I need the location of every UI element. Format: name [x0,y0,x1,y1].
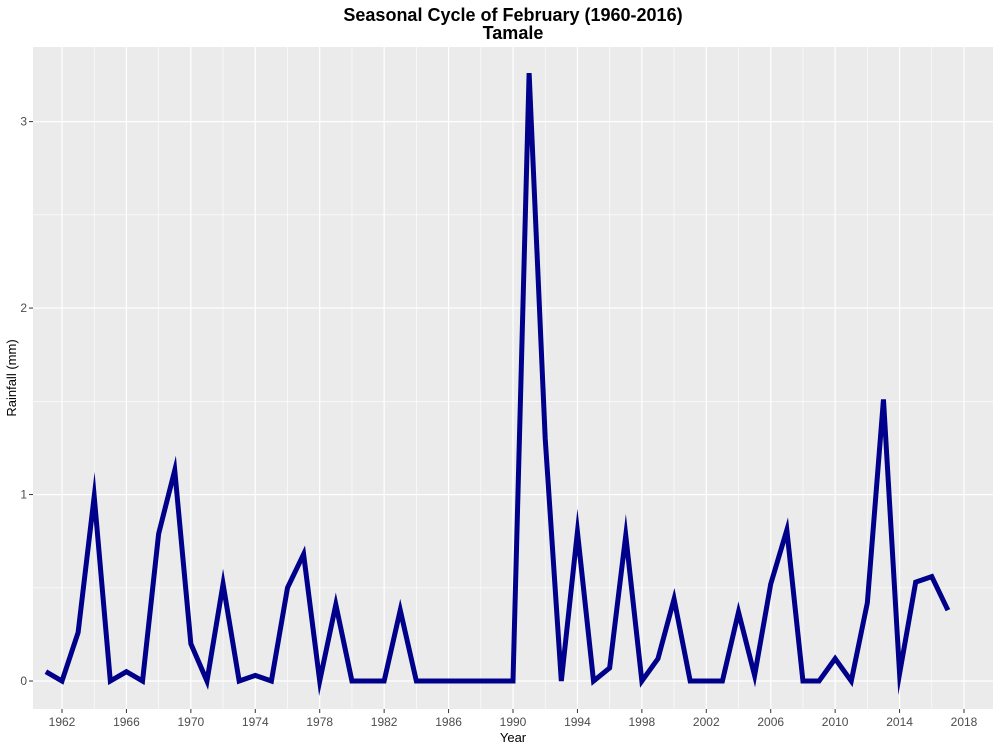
data-point [851,681,852,682]
y-axis-ticks: 0 1 2 3 [20,115,33,688]
chart-subtitle: Tamale [483,23,544,43]
x-tick-label: 1970 [178,715,205,729]
data-point [545,438,546,439]
data-point [110,681,111,682]
x-tick-label: 1986 [435,715,462,729]
x-tick-label: 2018 [951,715,978,729]
data-point [802,681,803,682]
x-tick-label: 1974 [242,715,269,729]
y-tick-label: 2 [20,301,27,315]
y-tick-label: 1 [20,488,27,502]
data-point [94,496,95,497]
data-point [271,681,272,682]
major-gridlines [33,47,993,709]
data-point [206,681,207,682]
x-tick-label: 1998 [629,715,656,729]
x-tick-label: 1962 [49,715,76,729]
x-axis-title: Year [500,730,527,745]
data-point [931,576,932,577]
data-point [641,681,642,682]
x-tick-label: 2010 [822,715,849,729]
x-tick-label: 1966 [113,715,140,729]
data-point [754,675,755,676]
data-point [351,681,352,682]
data-point [78,632,79,633]
data-point [126,671,127,672]
data-point [513,681,514,682]
data-point [255,675,256,676]
data-point [577,531,578,532]
data-point [706,681,707,682]
data-point [448,681,449,682]
data-point [674,598,675,599]
data-point [867,602,868,603]
data-point [770,584,771,585]
data-point [738,612,739,613]
minor-gridlines [33,47,993,709]
x-tick-label: 2002 [693,715,720,729]
data-point [786,529,787,530]
x-tick-label: 1978 [306,715,333,729]
data-point [899,673,900,674]
data-point [464,681,465,682]
data-point [223,584,224,585]
x-tick-label: 2006 [757,715,784,729]
data-point [319,681,320,682]
data-point [561,681,562,682]
data-point [593,681,594,682]
data-point [819,681,820,682]
y-axis-title: Rainfall (mm) [4,339,19,416]
data-point [432,681,433,682]
data-point [158,533,159,534]
data-point [190,643,191,644]
data-point [722,681,723,682]
data-point [883,399,884,400]
x-axis-ticks: 1962 1966 1970 1974 1978 1982 1986 1990 1994 1998… [49,709,978,729]
x-tick-label: 2014 [886,715,913,729]
data-point [915,582,916,583]
y-tick-label: 3 [20,115,27,129]
data-point [690,681,691,682]
data-point [239,681,240,682]
data-point [61,681,62,682]
data-point [384,681,385,682]
chart-title: Seasonal Cycle of February (1960-2016) [343,5,682,25]
data-point [416,681,417,682]
data-point [835,658,836,659]
data-point [368,681,369,682]
data-point [303,554,304,555]
data-point [529,73,530,74]
data-point [947,610,948,611]
data-point [400,610,401,611]
data-point [174,470,175,471]
y-tick-label: 0 [20,674,27,688]
data-point [287,587,288,588]
data-point [335,604,336,605]
data-point [657,658,658,659]
data-point [45,671,46,672]
data-point [496,681,497,682]
data-point [625,535,626,536]
rainfall-series-line [44,72,951,697]
x-tick-label: 1990 [500,715,527,729]
data-point [480,681,481,682]
x-tick-label: 1982 [371,715,398,729]
x-tick-label: 1994 [564,715,591,729]
data-point [142,681,143,682]
data-point [609,667,610,668]
